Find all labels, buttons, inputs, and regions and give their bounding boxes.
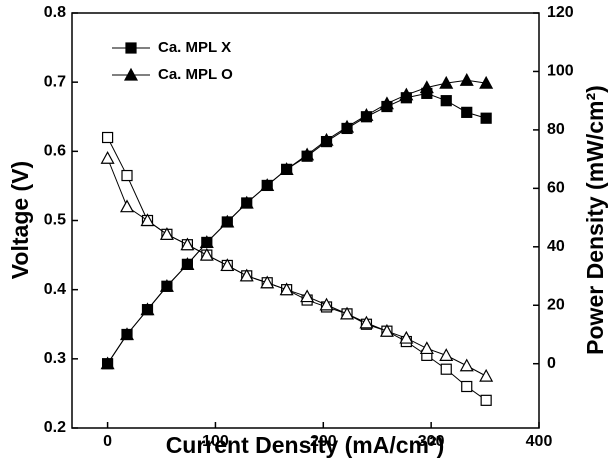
y2-tick-label: 20 (547, 296, 565, 313)
legend-marker (123, 67, 139, 81)
y2-tick-label: 80 (547, 121, 565, 138)
marker (399, 330, 414, 344)
legend-marker (125, 42, 137, 54)
marker (480, 112, 492, 124)
marker (459, 72, 474, 86)
y-tick-label: 0.3 (44, 350, 66, 367)
marker (439, 75, 454, 89)
marker (140, 302, 155, 316)
y-tick-label: 0.7 (44, 73, 66, 90)
marker (199, 235, 214, 249)
x-tick-label: 200 (310, 433, 337, 450)
marker (159, 227, 174, 240)
series-line (107, 92, 487, 364)
marker (340, 306, 355, 320)
legend-label: Ca. MPL O (158, 66, 233, 83)
marker (279, 162, 294, 175)
marker (140, 213, 155, 227)
marker (359, 108, 374, 121)
y-tick-label: 0.2 (44, 419, 66, 436)
marker (119, 199, 135, 213)
marker (319, 132, 334, 146)
y-tick-label: 0.8 (44, 4, 66, 21)
marker (279, 282, 294, 296)
marker (100, 150, 115, 164)
marker (300, 147, 315, 161)
marker (419, 80, 434, 94)
y2-axis-title: Power Density (mW/cm²) (582, 85, 608, 355)
marker (159, 279, 174, 292)
marker (439, 348, 454, 361)
series-line (107, 158, 487, 377)
marker (461, 106, 473, 118)
marker (459, 358, 474, 372)
series-line (107, 79, 487, 364)
marker (180, 257, 195, 270)
legend-label: Ca. MPL X (158, 39, 231, 56)
marker (239, 268, 254, 282)
y-tick-label: 0.6 (44, 143, 66, 160)
marker (479, 368, 494, 382)
x-tick-label: 0 (103, 433, 112, 450)
y-tick-label: 0.5 (44, 212, 66, 229)
y2-tick-label: 100 (547, 63, 574, 80)
marker (479, 75, 494, 89)
marker (480, 394, 492, 406)
x-tick-label: 100 (202, 433, 229, 450)
marker (319, 297, 334, 311)
marker (180, 237, 195, 251)
marker (119, 327, 135, 341)
marker (340, 119, 355, 133)
y-tick-label: 0.4 (44, 281, 66, 298)
marker (199, 247, 214, 261)
marker (100, 356, 115, 370)
x-tick-label: 400 (526, 433, 553, 450)
marker (440, 363, 452, 375)
marker (461, 380, 473, 393)
marker (300, 289, 315, 303)
y2-tick-label: 0 (547, 355, 556, 372)
y2-tick-label: 40 (547, 238, 565, 255)
y2-tick-label: 120 (547, 4, 574, 21)
marker (419, 341, 434, 355)
marker (379, 96, 394, 110)
marker (399, 87, 414, 101)
marker (440, 95, 452, 107)
marker (260, 275, 275, 289)
x-tick-label: 300 (418, 433, 445, 450)
marker (220, 258, 235, 272)
marker (260, 178, 275, 192)
marker (359, 315, 374, 329)
marker (379, 323, 394, 337)
marker (101, 131, 114, 144)
marker (220, 214, 235, 228)
y-axis-title: Voltage (V) (7, 161, 33, 279)
x-axis-title: Current Density (mA/cm²) (166, 432, 445, 458)
marker (239, 195, 254, 209)
y2-tick-label: 60 (547, 180, 565, 197)
marker (121, 169, 133, 182)
